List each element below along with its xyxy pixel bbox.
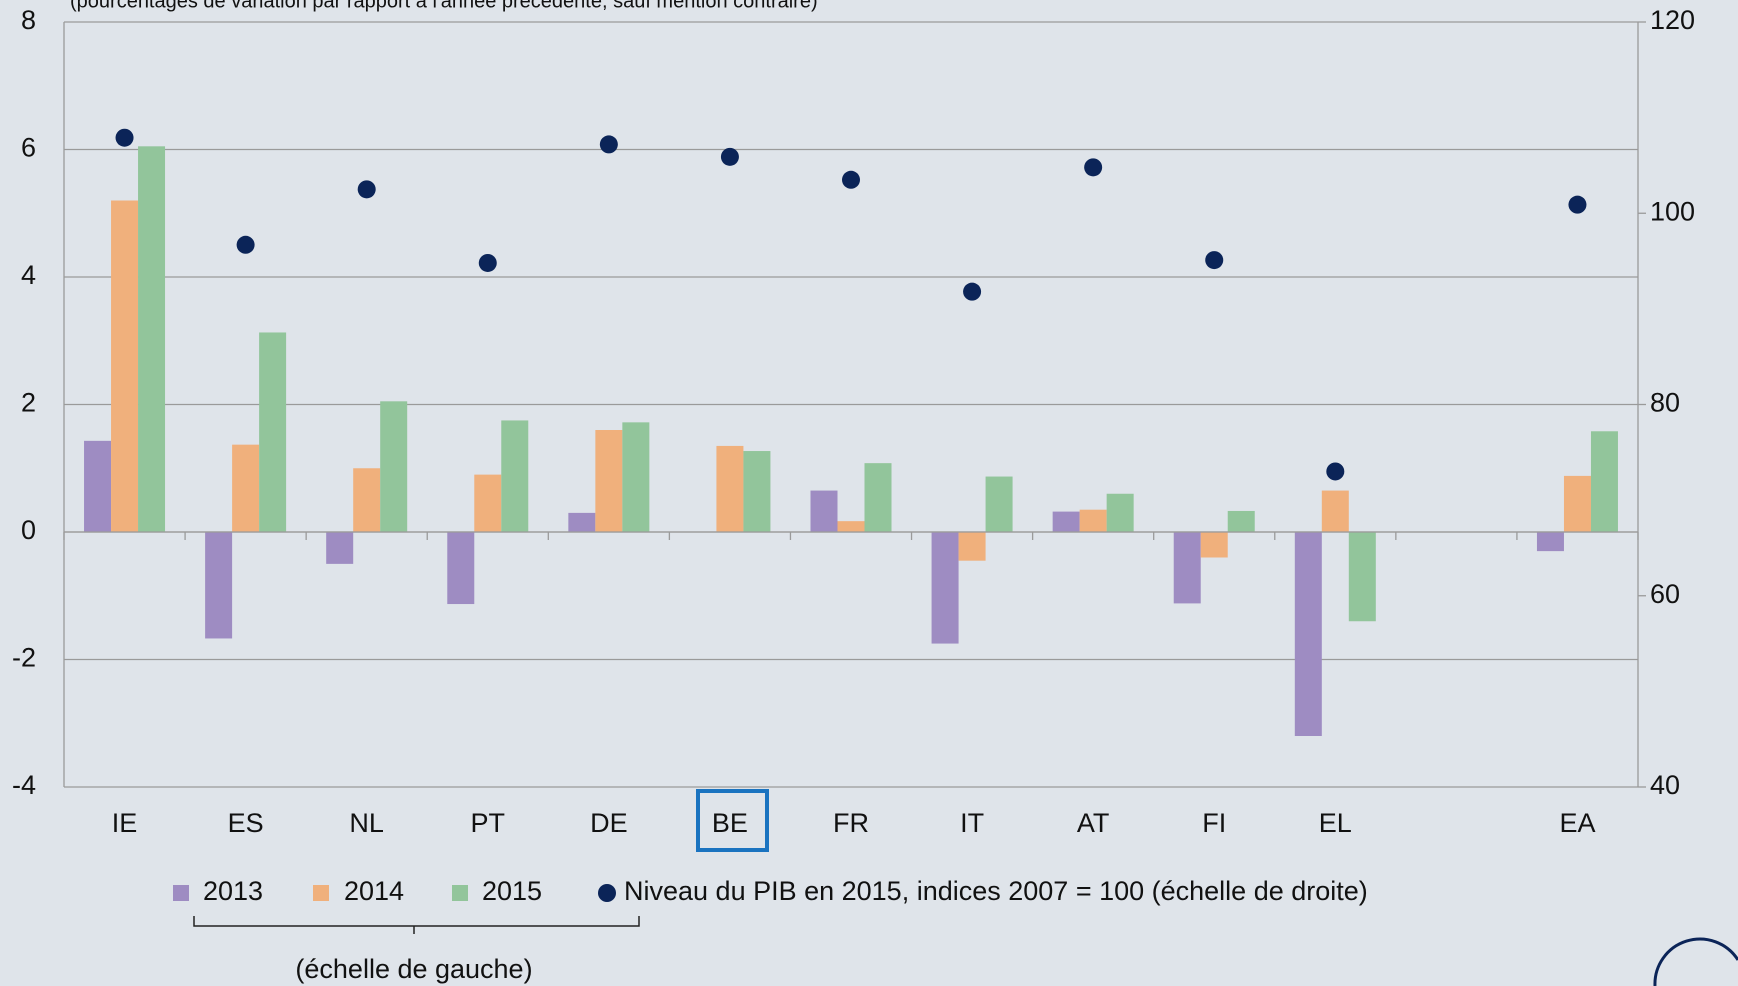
bar xyxy=(1227,510,1255,532)
gdp-dot xyxy=(842,170,860,189)
legend-label: 2014 xyxy=(344,876,404,906)
y-tick-label: -2 xyxy=(12,643,36,673)
bar xyxy=(1321,490,1349,532)
bar xyxy=(259,332,287,532)
bar xyxy=(622,422,650,532)
bar xyxy=(1052,511,1080,532)
gdp-dot xyxy=(1205,251,1224,270)
gdp-dot xyxy=(720,147,739,166)
bar xyxy=(568,512,596,532)
y-tick-label: 0 xyxy=(21,515,36,545)
x-tick-label: EL xyxy=(1319,808,1352,838)
bar xyxy=(837,521,865,532)
gdp-dot xyxy=(1568,195,1587,214)
x-tick-label: FI xyxy=(1202,808,1226,838)
x-tick-label: PT xyxy=(471,808,506,838)
bar xyxy=(1294,532,1322,736)
x-tick-label: ES xyxy=(228,808,264,838)
bar xyxy=(232,444,260,532)
bar xyxy=(1590,431,1618,532)
bar xyxy=(138,146,166,532)
bar xyxy=(447,532,475,605)
y2-tick-label: 80 xyxy=(1650,388,1680,418)
logo xyxy=(1653,937,1738,986)
y2-tick-label: 60 xyxy=(1650,579,1680,609)
gdp-dot xyxy=(236,235,255,254)
bar xyxy=(380,401,408,532)
bar xyxy=(474,474,502,532)
gdp-dot xyxy=(478,253,497,272)
legend-label: 2013 xyxy=(203,876,263,906)
x-tick-label: FR xyxy=(833,808,869,838)
bar xyxy=(958,532,986,561)
y-tick-label: 8 xyxy=(21,5,36,35)
chart-subtitle: (pourcentages de variation par rapport à… xyxy=(70,0,818,12)
bar xyxy=(1079,509,1107,532)
bracket xyxy=(193,916,640,934)
gdp-dot xyxy=(357,180,376,199)
y2-tick-label: 120 xyxy=(1650,5,1695,35)
x-tick-label: AT xyxy=(1077,808,1110,838)
bar xyxy=(111,200,139,532)
gdp-dot xyxy=(1326,462,1345,481)
x-tick-label: IT xyxy=(960,808,984,838)
legend-label: 2015 xyxy=(482,876,542,906)
bar xyxy=(1200,532,1228,558)
x-tick-label: NL xyxy=(349,808,384,838)
bar xyxy=(326,532,354,564)
bar xyxy=(1106,493,1134,532)
bar xyxy=(1563,475,1591,532)
legend-marker xyxy=(452,885,468,901)
y-tick-label: 6 xyxy=(21,133,36,163)
bar xyxy=(205,532,233,639)
bar xyxy=(743,451,771,532)
bar xyxy=(864,463,892,532)
bar xyxy=(985,476,1013,532)
bar xyxy=(931,532,959,644)
highlight-box xyxy=(696,789,769,852)
y2-tick-label: 40 xyxy=(1650,770,1680,800)
bar xyxy=(1173,532,1201,604)
x-tick-label: DE xyxy=(590,808,628,838)
y-tick-label: 2 xyxy=(21,388,36,418)
gdp-dot xyxy=(599,135,618,154)
y2-tick-label: 100 xyxy=(1650,196,1695,226)
bar xyxy=(1348,532,1376,622)
legend-label: Niveau du PIB en 2015, indices 2007 = 10… xyxy=(624,876,1368,906)
bar xyxy=(1536,532,1564,552)
x-tick-label: BE xyxy=(712,808,748,838)
gdp-dot xyxy=(963,282,982,301)
x-tick-label: EA xyxy=(1559,808,1595,838)
bar xyxy=(353,468,381,532)
bar xyxy=(810,490,838,532)
bar xyxy=(595,430,623,532)
y-tick-label: -4 xyxy=(12,770,36,800)
gdp-dot xyxy=(115,128,134,147)
bar xyxy=(716,445,744,532)
annotation: (échelle de gauche) xyxy=(295,954,532,984)
gdp-dot xyxy=(1084,158,1103,177)
legend-marker xyxy=(313,885,329,901)
bar xyxy=(501,420,529,532)
legend-marker xyxy=(598,884,616,902)
x-tick-label: IE xyxy=(112,808,138,838)
bar xyxy=(84,440,112,532)
y-tick-label: 4 xyxy=(21,260,36,290)
legend-marker xyxy=(173,885,189,901)
